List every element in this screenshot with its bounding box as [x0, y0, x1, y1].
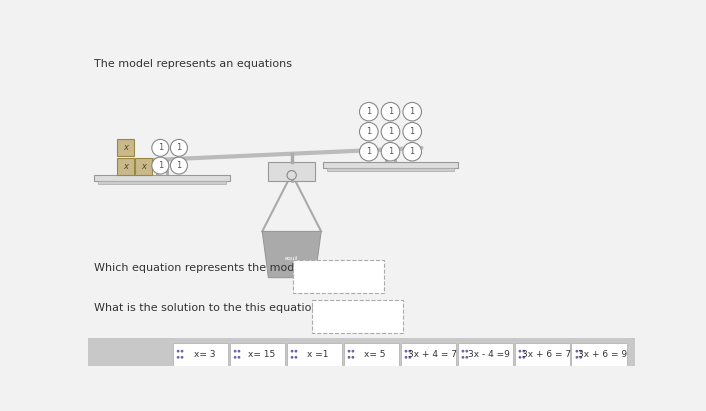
Circle shape: [359, 122, 378, 141]
Circle shape: [347, 356, 350, 359]
Text: 1: 1: [176, 161, 181, 170]
Bar: [98, 181, 226, 184]
Circle shape: [238, 356, 240, 359]
Circle shape: [291, 356, 294, 359]
Circle shape: [405, 356, 407, 359]
Text: 3x - 4 =9: 3x - 4 =9: [468, 350, 510, 359]
FancyBboxPatch shape: [457, 343, 513, 366]
Text: x= 15: x= 15: [248, 350, 275, 359]
Circle shape: [234, 350, 237, 353]
Text: 1: 1: [409, 107, 415, 116]
Text: 1: 1: [366, 147, 371, 156]
Circle shape: [522, 350, 525, 353]
Text: 1: 1: [157, 143, 163, 152]
Circle shape: [294, 356, 297, 359]
Circle shape: [575, 350, 578, 353]
Circle shape: [518, 350, 521, 353]
Circle shape: [462, 350, 465, 353]
FancyBboxPatch shape: [400, 343, 456, 366]
Circle shape: [403, 143, 421, 161]
Text: The model represents an equations: The model represents an equations: [95, 58, 292, 69]
Bar: [327, 168, 455, 171]
Bar: [117, 139, 134, 156]
Circle shape: [181, 356, 184, 359]
Circle shape: [176, 350, 179, 353]
Text: x =1: x =1: [308, 350, 329, 359]
Text: 1: 1: [409, 147, 415, 156]
Text: 1: 1: [157, 161, 163, 170]
Bar: [88, 338, 635, 366]
Circle shape: [294, 350, 297, 353]
FancyBboxPatch shape: [571, 343, 627, 366]
Bar: [135, 158, 152, 175]
Circle shape: [352, 356, 354, 359]
Circle shape: [409, 356, 412, 359]
Circle shape: [465, 350, 468, 353]
Text: equil: equil: [285, 256, 299, 261]
Text: x= 3: x= 3: [193, 350, 215, 359]
Circle shape: [518, 356, 521, 359]
FancyBboxPatch shape: [287, 343, 342, 366]
Text: 1: 1: [388, 147, 393, 156]
Circle shape: [152, 139, 169, 156]
Polygon shape: [262, 231, 321, 277]
Circle shape: [170, 139, 188, 156]
Circle shape: [403, 122, 421, 141]
FancyBboxPatch shape: [312, 300, 403, 332]
Text: What is the solution to the this equations?: What is the solution to the this equatio…: [95, 303, 330, 314]
Text: 3x + 6 = 9: 3x + 6 = 9: [578, 350, 628, 359]
Circle shape: [381, 102, 400, 121]
Circle shape: [352, 350, 354, 353]
Bar: [94, 175, 229, 181]
Text: 1: 1: [176, 143, 181, 152]
Bar: [268, 162, 315, 181]
Circle shape: [359, 102, 378, 121]
Text: 1: 1: [366, 107, 371, 116]
Bar: [323, 162, 458, 168]
Circle shape: [381, 122, 400, 141]
Text: 3x + 4 = 7: 3x + 4 = 7: [407, 350, 457, 359]
Circle shape: [287, 171, 297, 180]
Text: 1: 1: [366, 127, 371, 136]
FancyBboxPatch shape: [173, 343, 228, 366]
Text: Which equation represents the model?: Which equation represents the model?: [95, 263, 311, 273]
Circle shape: [580, 350, 582, 353]
Circle shape: [170, 157, 188, 174]
Circle shape: [405, 350, 407, 353]
Text: x: x: [123, 162, 128, 171]
Circle shape: [465, 356, 468, 359]
FancyBboxPatch shape: [293, 260, 383, 293]
Circle shape: [409, 350, 412, 353]
Text: 1: 1: [409, 127, 415, 136]
FancyBboxPatch shape: [229, 343, 285, 366]
Circle shape: [359, 143, 378, 161]
Text: 3x + 6 = 7: 3x + 6 = 7: [522, 350, 570, 359]
Text: x= 5: x= 5: [364, 350, 386, 359]
Circle shape: [152, 157, 169, 174]
Text: 1: 1: [388, 107, 393, 116]
Circle shape: [238, 350, 240, 353]
Circle shape: [234, 356, 237, 359]
FancyBboxPatch shape: [515, 343, 570, 366]
Text: x: x: [140, 162, 145, 171]
FancyBboxPatch shape: [344, 343, 399, 366]
Text: x: x: [123, 143, 128, 152]
Circle shape: [575, 356, 578, 359]
Circle shape: [522, 356, 525, 359]
Circle shape: [403, 102, 421, 121]
Circle shape: [291, 350, 294, 353]
Bar: [117, 158, 134, 175]
Circle shape: [347, 350, 350, 353]
Circle shape: [580, 356, 582, 359]
Text: 1: 1: [388, 127, 393, 136]
Circle shape: [381, 143, 400, 161]
Circle shape: [462, 356, 465, 359]
Circle shape: [181, 350, 184, 353]
Circle shape: [176, 356, 179, 359]
